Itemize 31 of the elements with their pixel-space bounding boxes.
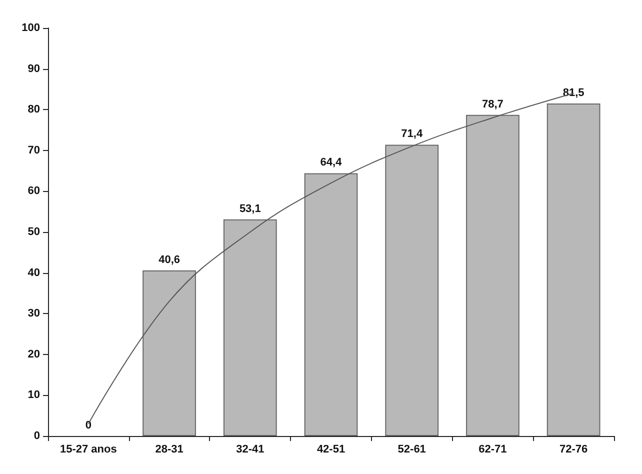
y-tick-label: 20 [28, 348, 40, 360]
x-tick-label: 52-61 [398, 444, 426, 456]
y-tick-label: 70 [28, 144, 40, 156]
x-tick-label: 28-31 [155, 444, 184, 456]
y-tick-label: 30 [28, 308, 40, 320]
data-label: 40,6 [158, 254, 180, 266]
y-tick-label: 60 [28, 185, 40, 198]
x-tick-label: 15-27 anos [60, 444, 117, 456]
x-tick-label: 72-76 [560, 444, 588, 456]
data-label: 81,5 [562, 86, 584, 99]
bar [304, 173, 358, 436]
x-tick-label: 42-51 [316, 444, 346, 456]
data-label: 64,4 [320, 156, 343, 169]
y-tick-label: 40 [28, 266, 40, 279]
y-tick-label: 100 [22, 22, 40, 34]
x-tick-label: 62-71 [478, 444, 507, 456]
x-tick-label: 32-41 [236, 444, 264, 456]
data-label: 78,7 [482, 98, 504, 110]
y-tick-label: 80 [28, 104, 40, 116]
y-tick-label: 90 [28, 62, 40, 75]
bar [385, 144, 439, 436]
data-label: 0 [85, 420, 92, 432]
y-tick-label: 10 [28, 389, 40, 402]
bar [466, 114, 520, 436]
y-tick-label: 50 [28, 226, 40, 238]
bar [223, 219, 277, 436]
y-tick-label: 0 [34, 430, 40, 442]
bar [546, 103, 600, 436]
data-label: 71,4 [401, 128, 424, 140]
data-label: 53,1 [239, 202, 261, 215]
bar [142, 270, 196, 436]
